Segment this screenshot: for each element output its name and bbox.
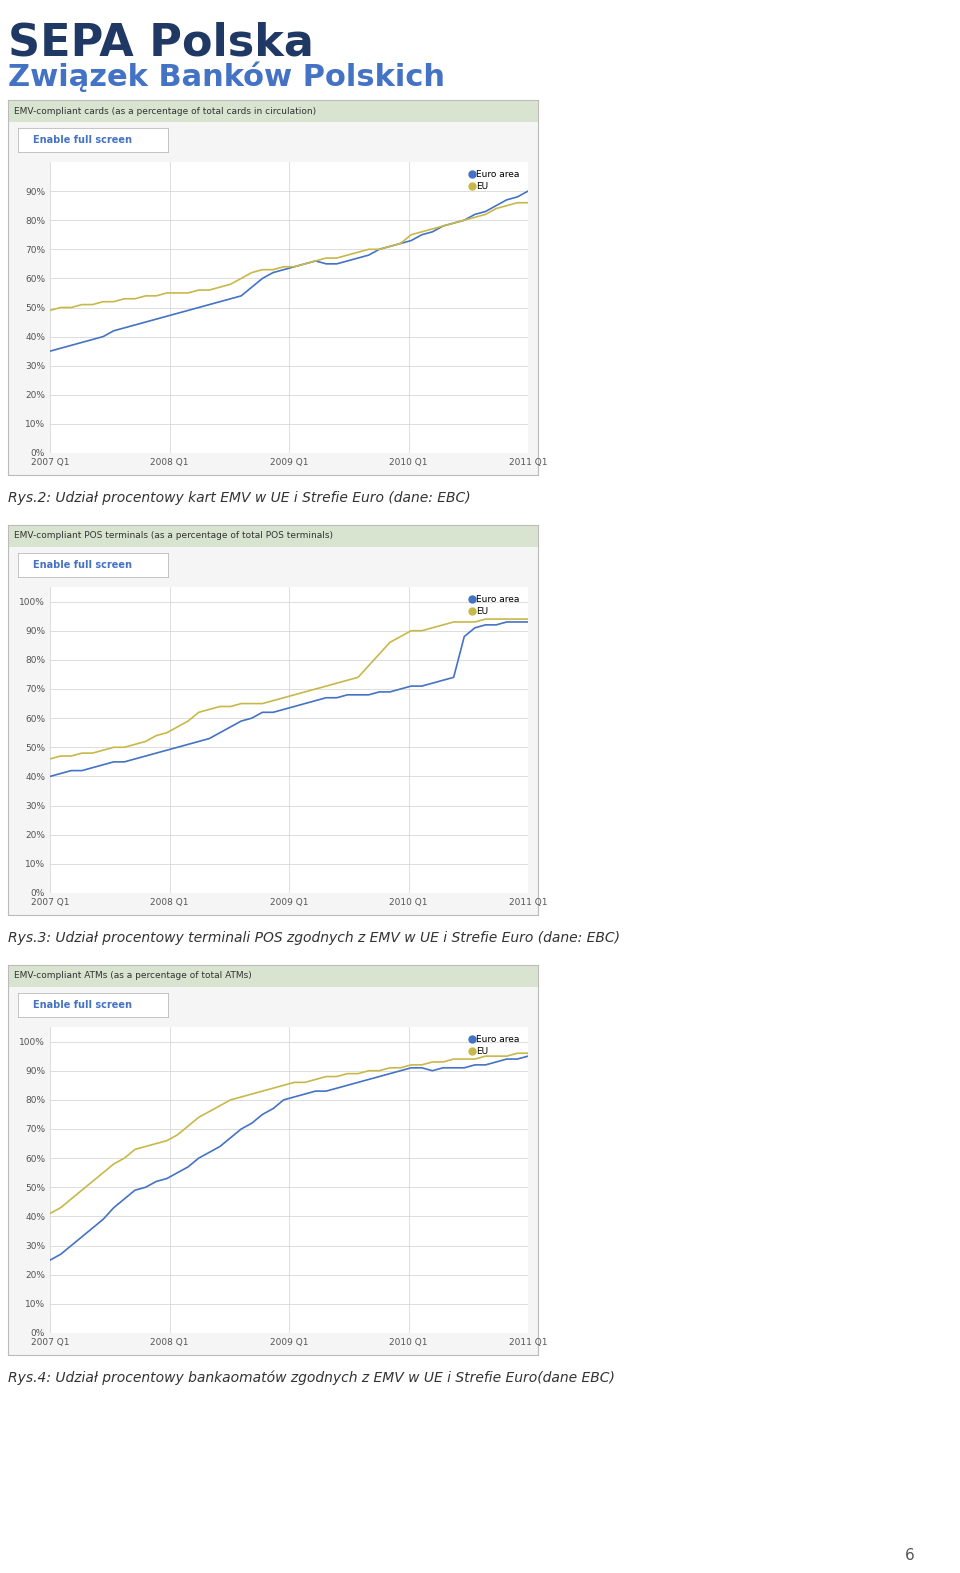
Text: Rys.2: Udział procentowy kart EMV w UE i Strefie Euro (dane: EBC): Rys.2: Udział procentowy kart EMV w UE i… xyxy=(8,491,470,505)
Text: Enable full screen: Enable full screen xyxy=(33,135,132,145)
Text: Enable full screen: Enable full screen xyxy=(33,560,132,569)
Bar xyxy=(8,101,538,123)
Text: EMV-compliant cards (as a percentage of total cards in circulation): EMV-compliant cards (as a percentage of … xyxy=(14,107,317,115)
Text: EMV-compliant POS terminals (as a percentage of total POS terminals): EMV-compliant POS terminals (as a percen… xyxy=(14,532,333,541)
Text: SEPA Polska: SEPA Polska xyxy=(8,22,314,64)
Text: Rys.4: Udział procentowy bankaomatów zgodnych z EMV w UE i Strefie Euro(dane EBC: Rys.4: Udział procentowy bankaomatów zgo… xyxy=(8,1370,614,1386)
Text: 6: 6 xyxy=(905,1548,915,1564)
Text: Enable full screen: Enable full screen xyxy=(33,1000,132,1010)
Legend: Euro area, EU: Euro area, EU xyxy=(467,591,523,620)
Legend: Euro area, EU: Euro area, EU xyxy=(467,167,523,195)
Text: EMV-compliant ATMs (as a percentage of total ATMs): EMV-compliant ATMs (as a percentage of t… xyxy=(14,972,252,980)
Text: Związek Banków Polskich: Związek Banków Polskich xyxy=(8,61,445,93)
Text: Rys.3: Udział procentowy terminali POS zgodnych z EMV w UE i Strefie Euro (dane:: Rys.3: Udział procentowy terminali POS z… xyxy=(8,931,620,945)
Bar xyxy=(8,964,538,986)
Bar xyxy=(8,525,538,547)
Legend: Euro area, EU: Euro area, EU xyxy=(467,1032,523,1060)
